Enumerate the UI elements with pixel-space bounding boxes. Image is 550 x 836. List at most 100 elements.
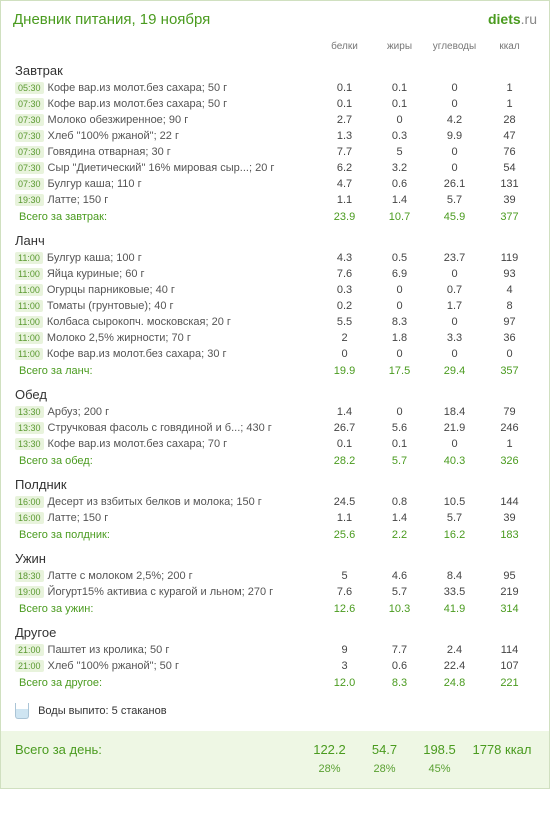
brand-main: diets: [488, 11, 521, 27]
time-badge: 21:00: [15, 660, 44, 672]
meal-name: Ланч: [13, 225, 537, 250]
nutrient-cell: 95: [482, 568, 537, 584]
food-row: 13:30Арбуз; 200 г1.4018.479: [13, 404, 537, 420]
nutrient-cell: 0: [372, 346, 427, 362]
nutrient-cell: 33.5: [427, 584, 482, 600]
nutrient-cell: 0.3: [317, 282, 372, 298]
subtotal-label: Всего за обед:: [13, 452, 317, 469]
time-badge: 11:00: [15, 300, 43, 312]
food-name: Паштет из кролика; 50 г: [48, 644, 170, 656]
time-badge: 07:30: [15, 178, 44, 190]
food-name: Латте; 150 г: [48, 512, 109, 524]
meal-subtotal: Всего за полдник:25.62.216.2183: [13, 526, 537, 543]
food-name: Кофе вар.из молот.без сахара; 30 г: [47, 348, 227, 360]
nutrient-cell: 7.6: [317, 584, 372, 600]
nutrient-cell: 0.6: [372, 658, 427, 674]
water-table: Воды выпито: 5 стаканов: [13, 691, 537, 731]
brand-logo: diets.ru: [488, 11, 537, 27]
food-row: 13:30Стручковая фасоль с говядиной и б..…: [13, 420, 537, 436]
nutrient-cell: 7.7: [372, 642, 427, 658]
col-fat: жиры: [372, 38, 427, 55]
subtotal-label: Всего за другое:: [13, 674, 317, 691]
nutrient-cell: 9: [317, 642, 372, 658]
nutrient-cell: 3.3: [427, 330, 482, 346]
time-badge: 11:00: [15, 268, 43, 280]
nutrient-cell: 8.3: [372, 314, 427, 330]
nutrient-cell: 0.6: [372, 176, 427, 192]
nutrient-cell: 5: [372, 144, 427, 160]
subtotal-cell: 16.2: [427, 526, 482, 543]
nutrient-cell: 22.4: [427, 658, 482, 674]
food-row: 11:00Колбаса сырокопч. московская; 20 г5…: [13, 314, 537, 330]
header: Дневник питания, 19 ноября diets.ru: [13, 11, 537, 28]
subtotal-cell: 314: [482, 600, 537, 617]
subtotal-cell: 5.7: [372, 452, 427, 469]
time-badge: 18:30: [15, 570, 44, 582]
subtotal-cell: 326: [482, 452, 537, 469]
meal-subtotal: Всего за ужин:12.610.341.9314: [13, 600, 537, 617]
nutrient-cell: 0.2: [317, 298, 372, 314]
food-row: 07:30Сыр "Диетический" 16% мировая сыр..…: [13, 160, 537, 176]
meal-name: Полдник: [13, 469, 537, 494]
nutrient-cell: 0.1: [372, 80, 427, 96]
nutrient-cell: 47: [482, 128, 537, 144]
nutrient-cell: 6.9: [372, 266, 427, 282]
meal-subtotal: Всего за завтрак:23.910.745.9377: [13, 208, 537, 225]
glass-icon: [15, 703, 29, 719]
nutrient-cell: 0: [317, 346, 372, 362]
time-badge: 07:30: [15, 98, 44, 110]
meal-header: Обед: [13, 379, 537, 404]
food-row: 11:00Кофе вар.из молот.без сахара; 30 г0…: [13, 346, 537, 362]
time-badge: 11:00: [15, 252, 43, 264]
food-name: Кофе вар.из молот.без сахара; 70 г: [48, 438, 228, 450]
time-badge: 16:00: [15, 496, 44, 508]
subtotal-cell: 17.5: [372, 362, 427, 379]
nutrient-cell: 0.1: [372, 436, 427, 452]
nutrient-cell: 26.7: [317, 420, 372, 436]
nutrient-cell: 114: [482, 642, 537, 658]
nutrient-cell: 0: [427, 160, 482, 176]
nutrient-cell: 2.7: [317, 112, 372, 128]
subtotal-cell: 377: [482, 208, 537, 225]
nutrient-cell: 2: [317, 330, 372, 346]
food-row: 11:00Молоко 2,5% жирности; 70 г21.83.336: [13, 330, 537, 346]
day-total-row: Всего за день: 122.2 54.7 198.5 1778 кка…: [13, 739, 537, 760]
nutrient-cell: 246: [482, 420, 537, 436]
subtotal-cell: 25.6: [317, 526, 372, 543]
day-total-kcal: 1778 ккал: [467, 739, 537, 760]
nutrient-cell: 7.6: [317, 266, 372, 282]
subtotal-cell: 45.9: [427, 208, 482, 225]
subtotal-cell: 2.2: [372, 526, 427, 543]
food-name: Колбаса сырокопч. московская; 20 г: [47, 316, 231, 328]
nutrient-cell: 1.1: [317, 192, 372, 208]
day-pct-row: 28% 28% 45%: [13, 760, 537, 778]
nutrient-cell: 5.7: [372, 584, 427, 600]
subtotal-label: Всего за ланч:: [13, 362, 317, 379]
food-name: Кофе вар.из молот.без сахара; 50 г: [48, 98, 228, 110]
nutrient-cell: 2.4: [427, 642, 482, 658]
food-row: 07:30Молоко обезжиренное; 90 г2.704.228: [13, 112, 537, 128]
nutrient-cell: 0: [427, 96, 482, 112]
food-row: 16:00Латте; 150 г1.11.45.739: [13, 510, 537, 526]
food-row: 21:00Хлеб "100% ржаной"; 50 г30.622.4107: [13, 658, 537, 674]
food-row: 11:00Булгур каша; 100 г4.30.523.7119: [13, 250, 537, 266]
day-pct-fat: 28%: [357, 760, 412, 778]
nutrient-cell: 0: [372, 282, 427, 298]
nutrient-cell: 0: [427, 436, 482, 452]
subtotal-cell: 8.3: [372, 674, 427, 691]
time-badge: 05:30: [15, 82, 44, 94]
nutrient-cell: 144: [482, 494, 537, 510]
food-name: Яйца куриные; 60 г: [47, 268, 145, 280]
meal-name: Ужин: [13, 543, 537, 568]
subtotal-label: Всего за завтрак:: [13, 208, 317, 225]
col-kcal: ккал: [482, 38, 537, 55]
time-badge: 13:30: [15, 422, 44, 434]
subtotal-cell: 29.4: [427, 362, 482, 379]
nutrient-cell: 5.7: [427, 510, 482, 526]
nutrient-cell: 1: [482, 80, 537, 96]
nutrient-cell: 119: [482, 250, 537, 266]
food-row: 11:00Томаты (грунтовые); 40 г0.201.78: [13, 298, 537, 314]
subtotal-cell: 23.9: [317, 208, 372, 225]
nutrient-cell: 4.3: [317, 250, 372, 266]
nutrient-cell: 8.4: [427, 568, 482, 584]
